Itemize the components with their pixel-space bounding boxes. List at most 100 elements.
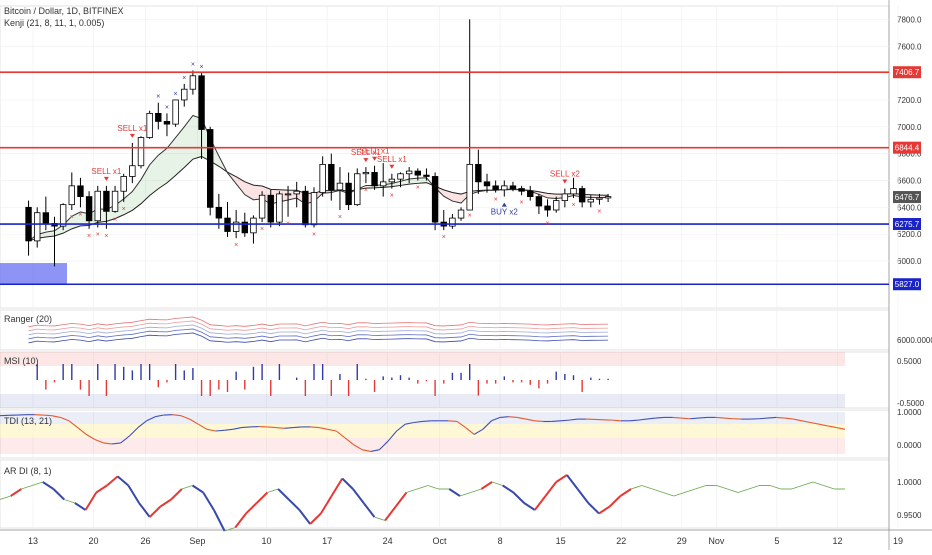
tdi-line-segment <box>241 427 250 428</box>
x-tick-label: 17 <box>322 536 332 546</box>
candle-body <box>147 113 153 137</box>
y-tick-label: 6000.0 <box>897 257 922 266</box>
candle-body <box>424 175 430 176</box>
x-tick-label: 24 <box>383 536 393 546</box>
ardi-line-segment <box>128 486 139 504</box>
tdi-line-segment <box>690 418 699 419</box>
y-tick-label: 7600.0 <box>897 42 922 51</box>
cross-marker-low: × <box>87 233 91 240</box>
tdi-line-segment <box>535 421 544 422</box>
candle-body <box>337 183 343 190</box>
support-zone <box>0 263 67 284</box>
ranger-band-line <box>29 325 609 335</box>
ardi-line-segment <box>342 479 353 490</box>
ardi-line-segment <box>171 489 182 500</box>
ardi-line-segment <box>513 493 524 504</box>
candle-body <box>398 174 404 179</box>
sell-signal-label: SELL x1 <box>377 155 407 164</box>
ardi-line-segment <box>738 489 749 493</box>
ardi-line-segment <box>385 507 396 521</box>
ardi-line-segment <box>396 493 407 507</box>
candle-body <box>277 194 283 222</box>
candle-body <box>605 197 611 198</box>
cross-marker-low: × <box>104 233 108 240</box>
candle-body <box>303 191 309 225</box>
y-tick-label: 0.0000 <box>897 441 922 450</box>
ardi-line-segment <box>203 493 214 511</box>
candle-body <box>138 138 144 166</box>
level-price-label: 7406.7 <box>895 68 920 77</box>
tdi-line-segment <box>448 421 457 422</box>
candle-body <box>484 182 490 186</box>
candle-body <box>363 172 369 173</box>
ardi-line-segment <box>685 489 696 493</box>
ardi-line-segment <box>310 514 321 525</box>
ardi-line-segment <box>727 489 738 493</box>
cross-marker-low: × <box>338 214 342 221</box>
ardi-line-segment <box>118 476 129 485</box>
candle-body <box>311 193 317 225</box>
x-tick-label: 19 <box>893 536 903 546</box>
ardi-line-segment <box>299 510 310 524</box>
tdi-line-segment <box>724 418 733 419</box>
candle-body <box>112 191 118 211</box>
candle-body <box>432 176 438 222</box>
ardi-line-segment <box>96 486 107 493</box>
candle-body <box>493 186 499 190</box>
ardi-line-segment <box>695 486 706 490</box>
tdi-line-segment <box>767 417 776 418</box>
ardi-line-segment <box>11 489 22 496</box>
candle-body <box>130 166 136 177</box>
tdi-line-segment <box>776 417 785 418</box>
candle-body <box>199 76 205 130</box>
ardi-line-segment <box>321 496 332 514</box>
x-tick-label: 12 <box>832 536 842 546</box>
candle-body <box>86 197 92 221</box>
ardi-line-segment <box>75 503 86 510</box>
candle-body <box>60 205 66 226</box>
ardi-line-segment <box>524 503 535 510</box>
ardi-line-segment <box>235 514 246 528</box>
ardi-line-segment <box>246 503 257 514</box>
ardi-line-segment <box>567 475 578 489</box>
candle-body <box>579 189 585 202</box>
ardi-line-segment <box>792 486 803 490</box>
cross-marker-low: × <box>70 214 74 221</box>
cross-marker-high: × <box>182 75 186 82</box>
sell-signal-marker <box>130 134 135 138</box>
tdi-line-segment <box>698 417 707 418</box>
ardi-line-segment <box>717 486 728 490</box>
x-tick-label: Oct <box>433 536 448 546</box>
ardi-line-segment <box>374 517 385 521</box>
tdi-line-segment <box>310 427 319 428</box>
cloud-segment <box>184 115 193 167</box>
candle-body <box>458 210 464 218</box>
x-tick-label: 10 <box>262 536 272 546</box>
y-tick-label: 6600.0 <box>897 176 922 185</box>
ardi-line-segment <box>257 493 268 504</box>
candle-body <box>121 176 127 191</box>
ardi-line-segment <box>588 503 599 514</box>
pane-frame <box>0 6 889 308</box>
x-tick-label: 20 <box>89 536 99 546</box>
ardi-line-segment <box>642 486 653 490</box>
cross-marker-low: × <box>546 221 550 228</box>
candle-body <box>329 164 335 190</box>
cross-marker-low: × <box>442 234 446 241</box>
ardi-line-segment <box>652 489 663 493</box>
cross-marker-low: × <box>122 206 126 213</box>
buy-signal-label: BUY x2 <box>491 208 519 217</box>
ranger-band-line <box>29 317 609 327</box>
candle-body <box>510 186 516 189</box>
sell-signal-label: SELL x1 <box>91 167 121 176</box>
cross-marker-low: × <box>494 197 498 204</box>
cross-marker-low: × <box>96 231 100 238</box>
ardi-line-segment <box>449 489 460 496</box>
ardi-line-segment <box>64 500 75 504</box>
ranger-band-line <box>29 333 609 343</box>
level-price-label: 5827.0 <box>895 280 920 289</box>
candle-body <box>562 194 568 201</box>
y-tick-label: 1.0000 <box>897 478 922 487</box>
